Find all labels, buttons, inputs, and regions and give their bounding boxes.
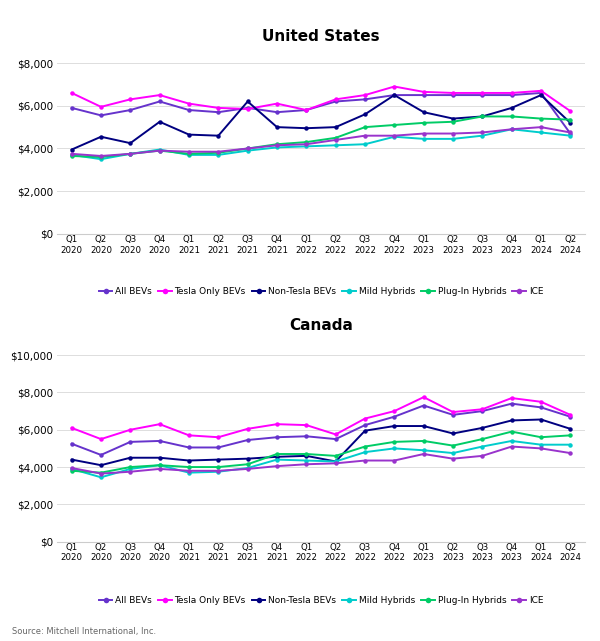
Legend: All BEVs, Tesla Only BEVs, Non-Tesla BEVs, Mild Hybrids, Plug-In Hybrids, ICE: All BEVs, Tesla Only BEVs, Non-Tesla BEV… (95, 593, 547, 609)
Legend: All BEVs, Tesla Only BEVs, Non-Tesla BEVs, Mild Hybrids, Plug-In Hybrids, ICE: All BEVs, Tesla Only BEVs, Non-Tesla BEV… (95, 284, 547, 300)
Title: United States: United States (262, 29, 380, 44)
Text: Source: Mitchell International, Inc.: Source: Mitchell International, Inc. (12, 627, 156, 636)
Text: Average Repairable Severity: Average Repairable Severity (155, 10, 445, 28)
Title: Canada: Canada (289, 317, 353, 333)
